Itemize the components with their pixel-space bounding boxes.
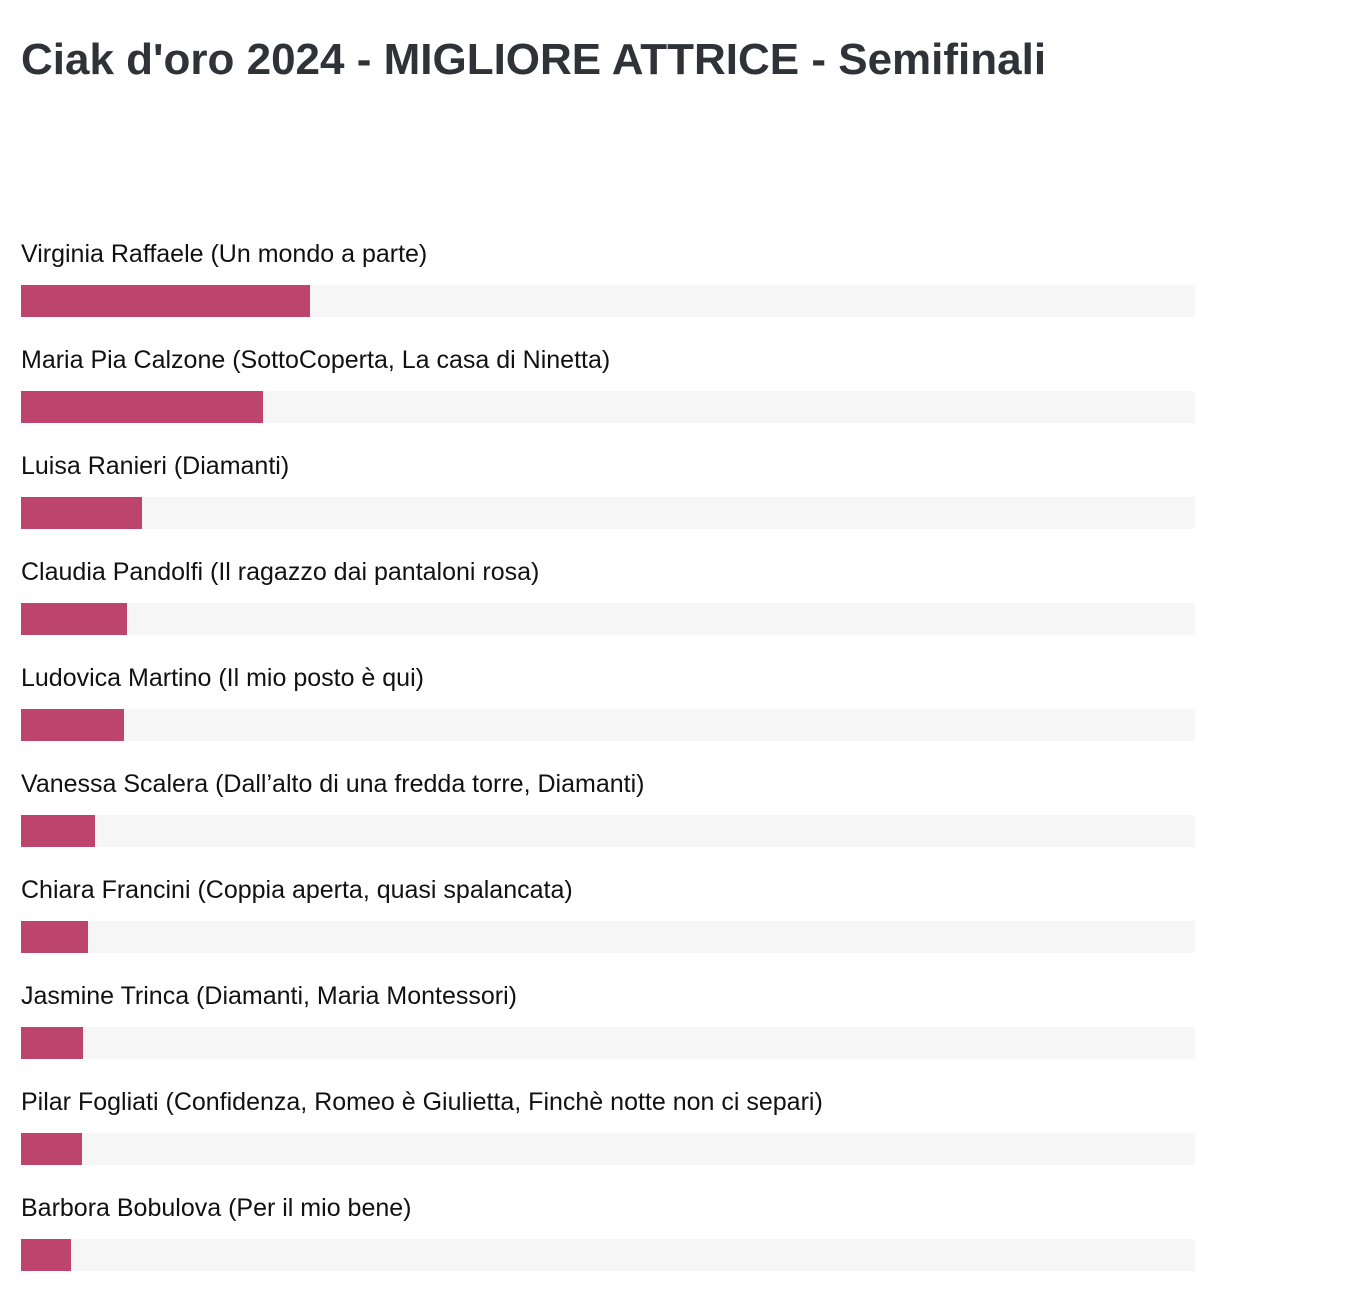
candidate-label: Vanessa Scalera (Dall’alto di una fredda… bbox=[21, 770, 645, 798]
bar-track bbox=[21, 709, 1195, 741]
result-item: Virginia Raffaele (Un mondo a parte) bbox=[21, 236, 1195, 342]
result-item: Vanessa Scalera (Dall’alto di una fredda… bbox=[21, 766, 1195, 872]
results-list: Virginia Raffaele (Un mondo a parte) Mari… bbox=[21, 236, 1195, 1296]
vote-bar bbox=[21, 1239, 72, 1271]
vote-bar bbox=[21, 709, 125, 741]
vote-bar bbox=[21, 1133, 83, 1165]
vote-bar bbox=[21, 391, 263, 423]
bar-track bbox=[21, 285, 1195, 317]
candidate-label: Barbora Bobulova (Per il mio bene) bbox=[21, 1194, 412, 1222]
candidate-label: Virginia Raffaele (Un mondo a parte) bbox=[21, 240, 428, 268]
vote-bar bbox=[21, 1027, 84, 1059]
result-item: Claudia Pandolfi (Il ragazzo dai pantalo… bbox=[21, 554, 1195, 660]
vote-bar bbox=[21, 285, 310, 317]
candidate-label: Maria Pia Calzone (SottoCoperta, La casa… bbox=[21, 346, 611, 374]
result-item: Chiara Francini (Coppia aperta, quasi sp… bbox=[21, 872, 1195, 978]
result-item: Ludovica Martino (Il mio posto è qui) bbox=[21, 660, 1195, 766]
bar-track bbox=[21, 391, 1195, 423]
result-item: Jasmine Trinca (Diamanti, Maria Montesso… bbox=[21, 978, 1195, 1084]
bar-track bbox=[21, 1239, 1195, 1271]
bar-track bbox=[21, 603, 1195, 635]
bar-track bbox=[21, 1133, 1195, 1165]
candidate-label: Pilar Fogliati (Confidenza, Romeo è Giul… bbox=[21, 1088, 823, 1116]
result-item: Barbora Bobulova (Per il mio bene) bbox=[21, 1190, 1195, 1296]
bar-track bbox=[21, 1027, 1195, 1059]
vote-bar bbox=[21, 497, 142, 529]
vote-bar bbox=[21, 815, 95, 847]
result-item: Pilar Fogliati (Confidenza, Romeo è Giul… bbox=[21, 1084, 1195, 1190]
candidate-label: Claudia Pandolfi (Il ragazzo dai pantalo… bbox=[21, 558, 540, 586]
bar-track bbox=[21, 921, 1195, 953]
result-item: Luisa Ranieri (Diamanti) bbox=[21, 448, 1195, 554]
bar-track bbox=[21, 497, 1195, 529]
candidate-label: Jasmine Trinca (Diamanti, Maria Montesso… bbox=[21, 982, 517, 1010]
bar-track bbox=[21, 815, 1195, 847]
vote-bar bbox=[21, 603, 127, 635]
candidate-label: Luisa Ranieri (Diamanti) bbox=[21, 452, 290, 480]
vote-bar bbox=[21, 921, 88, 953]
candidate-label: Ludovica Martino (Il mio posto è qui) bbox=[21, 664, 424, 692]
page-title: Ciak d'oro 2024 - MIGLIORE ATTRICE - Sem… bbox=[21, 35, 1047, 84]
result-item: Maria Pia Calzone (SottoCoperta, La casa… bbox=[21, 342, 1195, 448]
candidate-label: Chiara Francini (Coppia aperta, quasi sp… bbox=[21, 876, 573, 904]
